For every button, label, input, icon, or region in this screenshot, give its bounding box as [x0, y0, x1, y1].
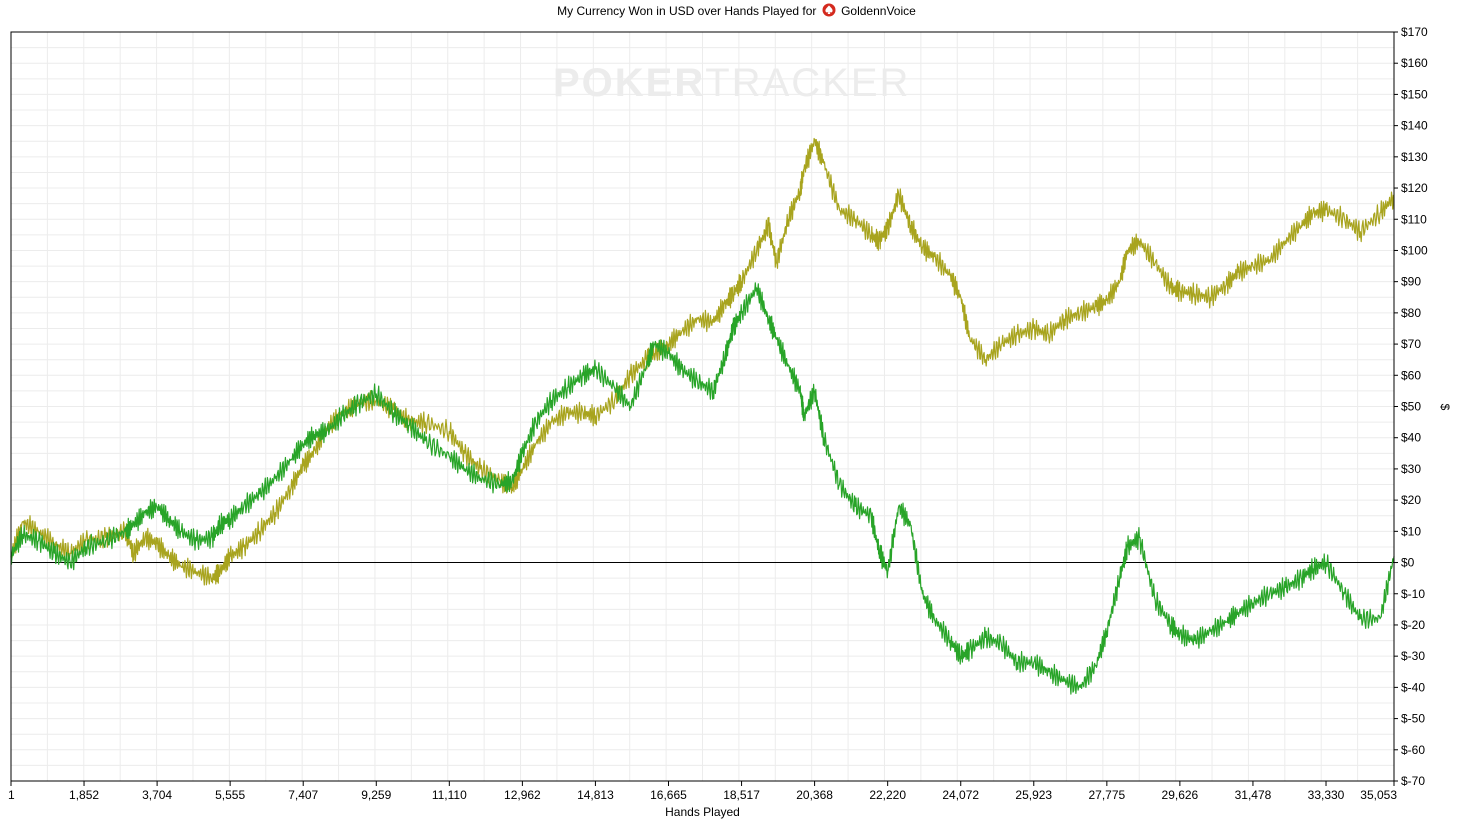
grid-lines [11, 32, 1394, 781]
y-tick-label: $160 [1401, 56, 1428, 70]
y-tick-label: $90 [1401, 275, 1421, 289]
x-tick-label: 33,330 [1308, 788, 1345, 802]
x-tick-label: 16,665 [650, 788, 687, 802]
y-tick-label: $170 [1401, 25, 1428, 39]
y-tick-label: $30 [1401, 462, 1421, 476]
x-tick-label: 1 [8, 788, 15, 802]
series-line-2 [10, 282, 1395, 695]
x-tick-label: 31,478 [1235, 788, 1272, 802]
y-tick-label: $-70 [1401, 774, 1425, 788]
y-tick-label: $40 [1401, 431, 1421, 445]
x-tick-label: 11,110 [432, 788, 467, 802]
y-tick-label: $110 [1401, 212, 1427, 226]
x-tick-label: 27,775 [1088, 788, 1125, 802]
series-line-1 [10, 137, 1395, 586]
y-tick-label: $80 [1401, 306, 1421, 320]
y-tick-label: $100 [1401, 243, 1428, 257]
watermark-text: POKERTRACKER [553, 61, 910, 105]
x-tick-label: 9,259 [361, 788, 391, 802]
x-tick-label: 14,813 [577, 788, 614, 802]
pokerstars-spade-icon [822, 3, 836, 17]
x-tick-label: 5,555 [215, 788, 245, 802]
x-tick-label: 22,220 [869, 788, 906, 802]
y-axis-title: $ [1438, 404, 1452, 411]
watermark-text-part1: POKER [553, 61, 705, 105]
y-tick-label: $150 [1401, 87, 1428, 101]
watermark-text-part2: TRACKER [705, 61, 910, 105]
chart-title-prefix: My Currency Won in USD over Hands Played… [557, 4, 817, 18]
x-tick-label: 24,072 [942, 788, 979, 802]
y-tick-label: $-20 [1401, 618, 1425, 632]
series-lines [10, 137, 1395, 695]
y-tick-label: $140 [1401, 119, 1428, 133]
y-tick-label: $0 [1401, 556, 1415, 570]
x-tick-label: 7,407 [288, 788, 318, 802]
x-tick-label: 1,852 [69, 788, 99, 802]
y-tick-label: $-30 [1401, 649, 1425, 663]
y-tick-label: $10 [1401, 524, 1421, 538]
y-tick-label: $20 [1401, 493, 1421, 507]
x-tick-label: 18,517 [723, 788, 760, 802]
y-tick-label: $-10 [1401, 587, 1425, 601]
y-tick-label: $130 [1401, 150, 1428, 164]
x-tick-label: 3,704 [142, 788, 172, 802]
y-tick-label: $50 [1401, 400, 1421, 414]
chart-title: My Currency Won in USD over Hands Played… [0, 3, 1473, 18]
x-axis: 1 1,852 3,704 5,555 7,407 9,259 11,110 12,962 14… [8, 781, 1397, 802]
y-tick-label: $-60 [1401, 743, 1425, 757]
y-axis: $170 $160 $150 $140 $130 $120 $110 $100 $90 $80 $7… [1394, 25, 1428, 788]
x-tick-label: 12,962 [504, 788, 541, 802]
x-tick-label: 25,923 [1015, 788, 1052, 802]
y-tick-label: $60 [1401, 368, 1421, 382]
poker-tracker-watermark: POKERTRACKER [553, 61, 910, 105]
chart-title-player: GoldennVoice [841, 4, 916, 18]
x-axis-title: Hands Played [665, 805, 740, 819]
y-tick-label: $120 [1401, 181, 1428, 195]
y-tick-label: $70 [1401, 337, 1421, 351]
y-tick-label: $-50 [1401, 712, 1425, 726]
x-tick-label: 20,368 [796, 788, 833, 802]
x-tick-label: 29,626 [1162, 788, 1199, 802]
x-tick-label: 35,053 [1360, 788, 1397, 802]
y-tick-label: $-40 [1401, 680, 1425, 694]
